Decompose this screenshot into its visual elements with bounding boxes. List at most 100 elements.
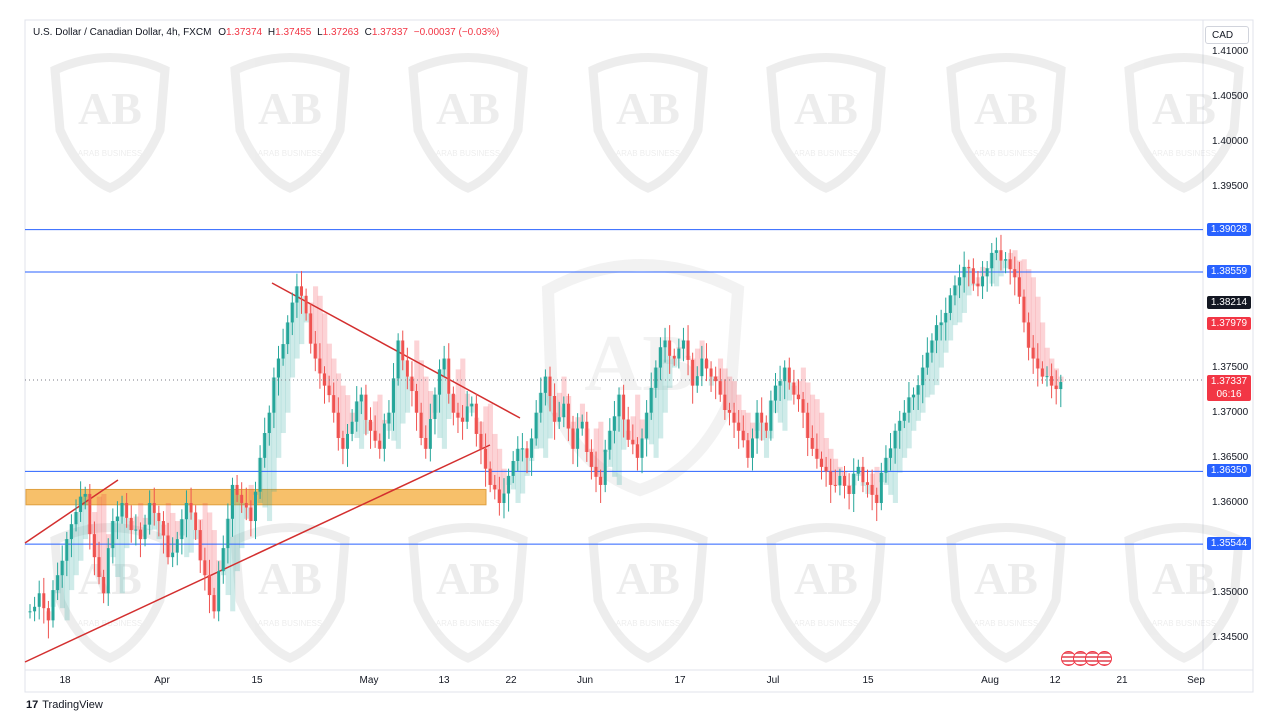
- watermark-text: ARAB BUSINESS: [794, 149, 858, 158]
- cloud-segment: [313, 286, 319, 359]
- candle: [332, 382, 336, 423]
- candle: [258, 445, 262, 499]
- watermark-monogram: AB: [616, 553, 680, 604]
- cloud-segment: [64, 539, 70, 621]
- candle: [516, 436, 520, 471]
- candle: [470, 396, 474, 417]
- candle: [290, 292, 294, 336]
- candle: [792, 369, 796, 405]
- watermark-shield-icon: AB ARAB BUSINESS: [50, 53, 170, 193]
- watermark-shield-icon: AB ARAB BUSINESS: [230, 53, 350, 193]
- candle: [921, 354, 925, 404]
- candle: [939, 309, 943, 341]
- candle: [359, 387, 363, 415]
- candle: [102, 569, 106, 604]
- candle: [893, 423, 897, 464]
- watermark-monogram: AB: [974, 553, 1038, 604]
- candle: [838, 468, 842, 496]
- cloud-segment: [78, 496, 84, 561]
- candle: [194, 505, 198, 540]
- candle: [263, 417, 267, 468]
- watermark-shield-icon: AB ARAB BUSINESS: [1124, 53, 1244, 193]
- candle: [51, 580, 55, 628]
- candle: [879, 462, 883, 511]
- watermark-layer: AB ARAB BUSINESS AB ARAB BUSINESS AB ARAB BUS…: [50, 53, 1244, 663]
- cloud-segment: [280, 344, 286, 434]
- watermark-text: ARAB BUSINESS: [974, 149, 1038, 158]
- candle: [654, 360, 658, 398]
- cloud-segment: [874, 466, 880, 503]
- cloud-segment: [906, 397, 912, 449]
- cloud-segment: [211, 530, 217, 612]
- cloud-segment: [262, 433, 268, 508]
- watermark-shield-icon: AB ARAB BUSINESS: [50, 523, 170, 663]
- cloud-segment: [359, 394, 365, 449]
- candle: [829, 458, 833, 503]
- candle: [253, 481, 257, 540]
- candle: [548, 366, 552, 412]
- low-label: L: [317, 27, 323, 38]
- cloud-segment: [994, 250, 1000, 287]
- cloud-segment: [1030, 277, 1036, 359]
- candle: [120, 495, 124, 524]
- watermark-shield-icon: AB ARAB BUSINESS: [766, 53, 886, 193]
- cloud-segment: [911, 394, 917, 431]
- price-badge: 1.39028: [1207, 222, 1251, 236]
- watermark-monogram: AB: [78, 83, 142, 134]
- candle: [212, 587, 216, 619]
- candle: [28, 604, 32, 619]
- candle: [369, 407, 373, 449]
- candle: [727, 402, 731, 426]
- tradingview-logo[interactable]: 17 TradingView: [26, 699, 103, 711]
- watermark-monogram: AB: [794, 553, 858, 604]
- cloud-segment: [1035, 296, 1041, 369]
- candle: [392, 363, 396, 431]
- economic-events[interactable]: [1061, 651, 1112, 671]
- currency-button[interactable]: CAD: [1205, 26, 1249, 44]
- candle: [221, 535, 225, 584]
- candle: [681, 327, 685, 362]
- candle: [382, 413, 386, 462]
- candle: [580, 414, 584, 436]
- candle: [1008, 249, 1012, 285]
- us-flag-icon[interactable]: [1097, 651, 1112, 666]
- cloud-segment: [598, 421, 604, 485]
- candle: [948, 288, 952, 321]
- candle: [640, 428, 644, 474]
- candle: [281, 328, 285, 366]
- candle: [930, 333, 934, 363]
- candle: [69, 514, 73, 558]
- time-tick-label: Sep: [1187, 675, 1205, 686]
- candle: [92, 521, 96, 576]
- price-badge: 1.37979: [1207, 317, 1251, 331]
- candle: [571, 415, 575, 465]
- price-tick-label: 1.41000: [1212, 45, 1249, 57]
- price-badge: 1.35544: [1207, 537, 1251, 551]
- cloud-segment: [82, 493, 89, 540]
- candle: [433, 387, 437, 435]
- candle: [764, 415, 768, 438]
- cloud-segment: [266, 412, 273, 522]
- watermark-shield-icon: AB ARAB BUSINESS: [946, 53, 1066, 193]
- price-tick-label: 1.40000: [1212, 135, 1249, 147]
- candle: [83, 486, 87, 510]
- candle: [635, 437, 639, 471]
- cloud-segment: [731, 381, 737, 423]
- candle: [985, 261, 989, 292]
- trendline: [24, 444, 491, 663]
- cloud-segment: [326, 343, 332, 396]
- cloud-segment: [405, 376, 411, 413]
- cloud-segment: [377, 394, 383, 449]
- candle: [157, 505, 161, 537]
- cloud-segment: [138, 502, 144, 540]
- watermark-monogram: AB: [974, 83, 1038, 134]
- cloud-segment: [561, 376, 567, 404]
- candle: [668, 325, 672, 374]
- cloud-segment: [124, 517, 130, 549]
- candle: [46, 600, 50, 639]
- candle: [479, 421, 483, 465]
- candle: [944, 297, 948, 341]
- candle: [143, 514, 147, 547]
- price-tick-label: 1.34500: [1212, 632, 1249, 644]
